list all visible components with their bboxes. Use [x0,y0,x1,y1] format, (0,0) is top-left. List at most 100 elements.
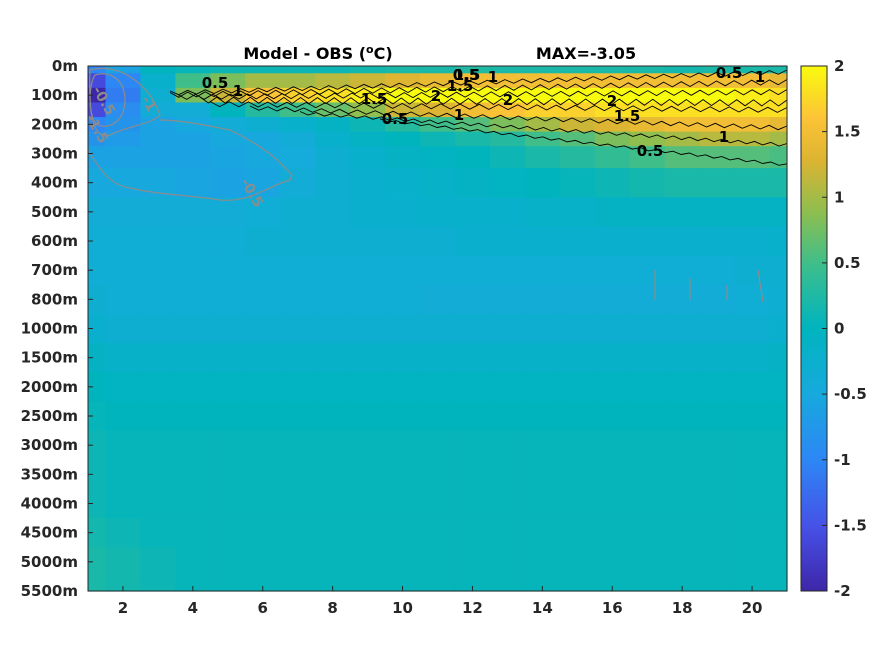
contour-line [199,96,788,107]
heatmap-cell [245,284,281,315]
heatmap-cell [699,102,736,118]
heatmap-cell [664,66,701,74]
y-tick-label: 1500m [21,349,78,367]
heatmap-cell [594,313,631,344]
y-tick-label: 5000m [21,553,78,571]
heatmap-cell [140,343,176,373]
heatmap-cell [699,168,736,198]
heatmap-cell [175,576,211,592]
heatmap-cell [385,343,421,373]
heatmap-cell [454,168,491,198]
heatmap-cell [629,73,666,89]
heatmap-cell [280,430,316,461]
heatmap-cell [88,430,107,461]
heatmap-cell [559,401,596,432]
heatmap-cell [699,401,736,432]
heatmap-cell [280,372,316,403]
heatmap-cell [594,146,631,169]
heatmap-cell [315,146,351,169]
heatmap-cell [315,284,351,315]
heatmap-cell [105,459,142,490]
heatmap-cell [699,131,736,147]
y-tick-label: 100m [31,86,78,104]
heatmap-cell [420,488,456,519]
heatmap-cell [629,117,666,133]
heatmap-cell [524,488,561,519]
heatmap-cell [210,66,246,74]
heatmap-cell [629,255,666,286]
heatmap-cell [769,102,788,118]
heatmap-cell [699,87,736,104]
heatmap-cell [524,66,561,74]
heatmap-cell [315,226,351,257]
colorbar-tick-label: -0.5 [834,385,867,403]
heatmap-cell [524,430,561,461]
heatmap-cell [280,488,316,519]
y-tick-label: 2000m [21,378,78,396]
heatmap-cell [280,226,316,257]
heatmap-cell [385,518,421,548]
heatmap-cell [489,430,526,461]
heatmap-cell [175,102,211,118]
heatmap-cell [454,372,491,403]
heatmap-cell [524,372,561,403]
heatmap-cell [245,87,281,104]
contour-line [379,118,788,166]
heatmap-cell [315,430,351,461]
heatmap-cell [489,146,526,169]
y-tick-label: 600m [31,232,78,250]
heatmap-cell [210,131,246,147]
heatmap-cell [489,255,526,286]
contour-label: -1 [138,93,160,114]
heatmap-cell [385,168,421,198]
heatmap-cell [420,131,456,147]
heatmap-cell [559,313,596,344]
heatmap-cell [489,518,526,548]
heatmap-cell [629,459,666,490]
heatmap-cell [175,255,211,286]
heatmap-cell [699,284,736,315]
heatmap-cell [420,313,456,344]
y-axis: 0m 100m 200m 300m 400m 500m 600m 700m 800m 1000m 1… [21,57,93,600]
heatmap-cell [88,547,107,578]
heatmap-cell [594,430,631,461]
heatmap-cell [594,168,631,198]
colorbar-ticks: 2 1.5 1 0.5 0 -0.5 -1 -1.5 -2 [822,57,867,600]
heatmap-cell [140,518,176,548]
heatmap-cell [105,131,142,147]
heatmap-cell [315,313,351,344]
y-tick-label: 200m [31,115,78,133]
heatmap-cell [140,255,176,286]
heatmap-cell [629,102,666,118]
heatmap-cell [385,73,421,89]
heatmap-cell [280,255,316,286]
heatmap-cell [105,401,142,432]
heatmap-cell [420,518,456,548]
heatmap-cell [734,226,771,257]
heatmap-cell [699,459,736,490]
contour-label: 1.5 [447,77,474,95]
heatmap-cell [664,372,701,403]
heatmap-cell [454,197,491,228]
heatmap-cell [385,459,421,490]
heatmap-cell [210,372,246,403]
contour-label: 1 [233,82,243,100]
heatmap-cell [88,488,107,519]
heatmap-cell [280,401,316,432]
heatmap-cell [769,401,788,432]
heatmap-cell [454,401,491,432]
heatmap-cell [280,313,316,344]
heatmap-cell [664,488,701,519]
heatmap-cell [454,343,491,373]
heatmap-cell [664,168,701,198]
y-tick-label: 4000m [21,495,78,513]
heatmap-cell [88,518,107,548]
heatmap-cell [699,73,736,89]
heatmap-cell [664,117,701,133]
heatmap-cell [559,102,596,118]
heatmap-cell [769,488,788,519]
heatmap-cell [559,430,596,461]
heatmap-cell [489,66,526,74]
heatmap-cell [734,284,771,315]
heatmap-cell [629,146,666,169]
